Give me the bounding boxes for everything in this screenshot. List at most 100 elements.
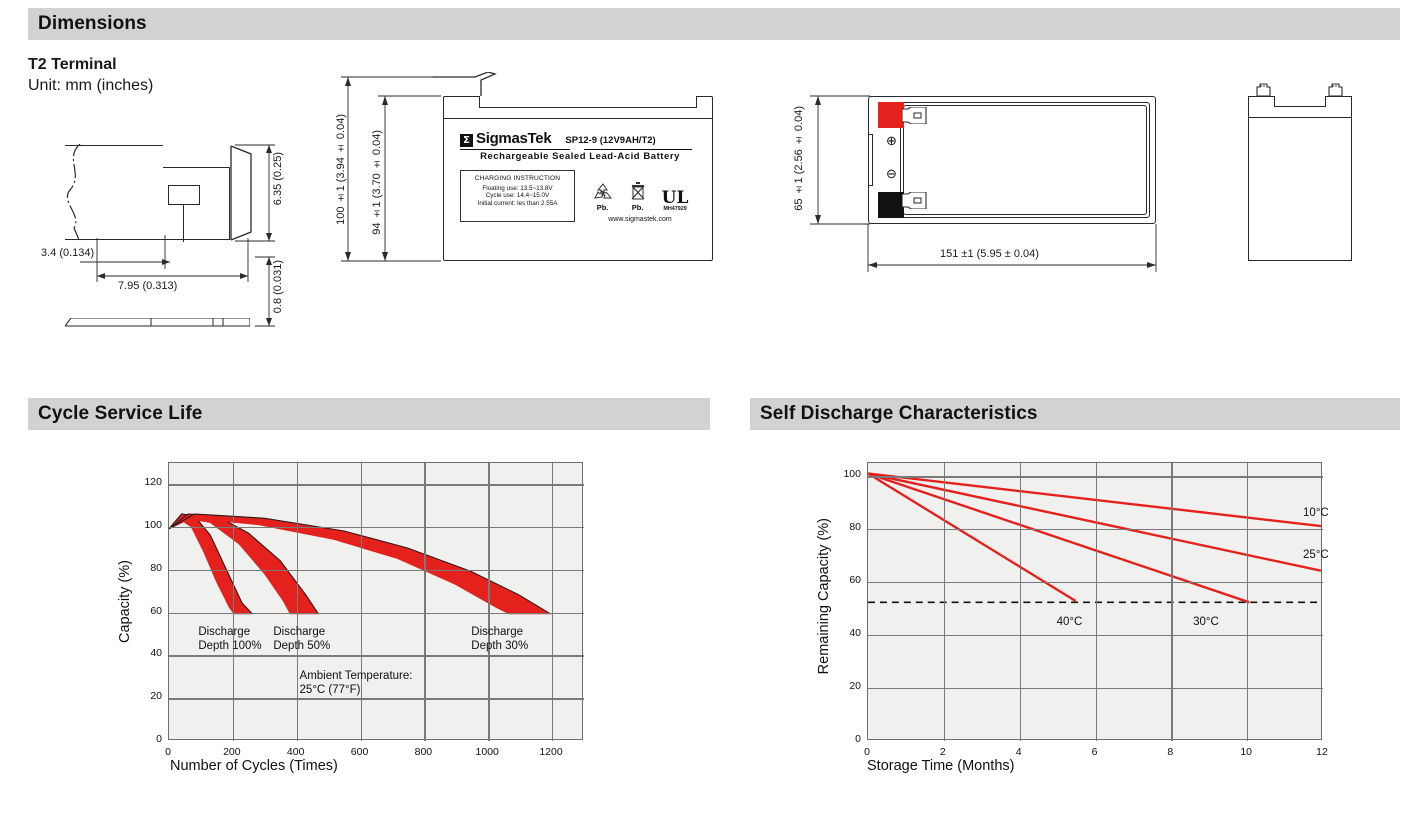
charging-line-cycle: Cycle use: 14.4~15.0V [485, 192, 550, 200]
gridline-horizontal [868, 688, 1323, 690]
charging-instruction-lines: Floating use: 13.5~13.8V Cycle use: 14.4… [461, 185, 574, 207]
side-view-lid-inset [1274, 96, 1326, 107]
y-tick-label: 60 [849, 574, 861, 587]
section-title-dimensions: Dimensions [38, 13, 147, 34]
gridline-vertical [488, 463, 490, 741]
series-label: 10°C [1303, 507, 1329, 519]
positive-faston-terminal-icon [902, 107, 927, 124]
y-tick-label: 0 [156, 733, 162, 745]
gridline-horizontal [169, 569, 584, 572]
dim-top-length: 151 ±1 (5.95 ± 0.04) [940, 248, 1039, 260]
dim-front-case-height: 94 ±1 (3.70 ± 0.04) [371, 130, 383, 235]
negative-terminal-pad [878, 192, 904, 218]
label-symbols-row: Pb. Pb. UL MH47929 [584, 172, 696, 212]
cycle-x-axis-title: Number of Cycles (Times) [170, 758, 338, 774]
front-view-terminal-tab-icon [433, 72, 497, 98]
y-tick-label: 60 [150, 604, 162, 617]
self-plot-area [867, 462, 1323, 741]
model-underline [584, 149, 692, 151]
gridline-vertical [232, 463, 235, 741]
self-y-axis-title: Remaining Capacity (%) [816, 518, 832, 675]
front-view-dimension-lines [341, 76, 441, 262]
charging-line-floating: Floating use: 13.5~13.8V [482, 185, 553, 192]
gridline-horizontal [169, 698, 584, 700]
series-label: Discharge Depth 100% [198, 625, 262, 652]
series-label: Discharge Depth 30% [471, 625, 529, 652]
y-tick-label: 120 [144, 476, 162, 489]
recycle-lead-symbol: Pb. [592, 182, 614, 212]
model-code: SP12-9 (12V9AH/T2) [565, 135, 656, 146]
x-tick-label: 1000 [475, 746, 499, 758]
battery-front-view: Σ SigmasTek SP12-9 (12V9AH/T2) Rechargea… [335, 72, 733, 287]
series-label: 30°C [1193, 615, 1219, 628]
ul-certification-symbol: UL MH47929 [661, 188, 689, 213]
self-x-axis-title: Storage Time (Months) [867, 758, 1015, 774]
no-trash-lead-symbol: Pb. [629, 182, 647, 212]
gridline-horizontal [868, 476, 1323, 478]
gridline-horizontal [169, 527, 584, 529]
gridline-horizontal [169, 655, 584, 657]
cycle-plot-area [168, 462, 584, 741]
charging-instruction-title: CHARGING INSTRUCTION [474, 175, 561, 182]
terminal-break-line-icon [66, 144, 81, 242]
gridline-vertical [360, 463, 362, 741]
gridline-vertical [296, 463, 298, 741]
gridline-vertical [1171, 463, 1173, 741]
recycle-lead-icon [593, 183, 612, 199]
sigma-logo-icon: Σ [460, 134, 473, 147]
gridline-horizontal [868, 635, 1323, 637]
dim-terminal-width-large: 7.95 (0.313) [118, 280, 178, 292]
charging-line-current: Initial current: les than 2.55A [477, 199, 558, 207]
y-tick-label: 20 [150, 690, 162, 703]
gridline-vertical [1095, 463, 1097, 741]
x-tick-label: 2 [939, 746, 946, 758]
gridline-horizontal [868, 529, 1323, 531]
charging-instruction-box: CHARGING INSTRUCTION Floating use: 13.5~… [460, 170, 575, 222]
x-tick-label: 6 [1091, 746, 1098, 758]
x-tick-label: 8 [1167, 746, 1174, 758]
x-tick-label: 200 [223, 746, 241, 758]
y-tick-label: 20 [849, 680, 861, 693]
brand-name: SigmasTek [476, 130, 552, 147]
terminal-dimension-lines [80, 144, 275, 327]
terminal-stem-line [183, 204, 185, 242]
y-tick-label: 80 [849, 521, 861, 534]
gridline-horizontal [169, 612, 584, 614]
side-view-body-outline [1248, 96, 1352, 261]
terminal-type-label: T2 Terminal [28, 56, 117, 73]
battery-label: Σ SigmasTek SP12-9 (12V9AH/T2) Rechargea… [446, 124, 710, 236]
label-brand-row: Σ SigmasTek SP12-9 (12V9AH/T2) [460, 130, 698, 147]
battery-type-text: Rechargeable Sealed Lead-Acid Battery [480, 151, 680, 162]
recycle-lead-caption: Pb. [596, 203, 609, 212]
y-tick-label: 40 [150, 647, 162, 660]
section-title-self-discharge: Self Discharge Characteristics [760, 403, 1038, 424]
y-tick-label: 100 [843, 468, 861, 481]
negative-polarity-icon: ⊖ [886, 166, 897, 181]
positive-polarity-icon: ⊕ [886, 133, 897, 148]
terminal-bevel-icon [230, 145, 252, 241]
dim-terminal-thickness: 0.8 (0.031) [272, 260, 284, 314]
series-label: Discharge Depth 50% [273, 625, 331, 652]
top-view-side-vent [868, 134, 873, 186]
website-text: www.sigmastek.com [608, 216, 672, 223]
ul-mark-icon: UL [661, 188, 689, 208]
series-label: 25°C [1303, 549, 1329, 562]
dim-top-width: 65 ±1 (2.56 ± 0.04) [793, 106, 805, 211]
series-label: 40°C [1056, 615, 1083, 628]
dim-front-total-height: 100 ±1 (3.94 ± 0.04) [335, 114, 347, 225]
gridline-vertical [424, 463, 426, 741]
battery-side-view [1243, 72, 1363, 287]
side-view-terminal-post-left-icon [1256, 83, 1271, 97]
section-header-cycle-service-life: Cycle Service Life [28, 398, 710, 430]
x-tick-label: 600 [350, 746, 369, 758]
dim-terminal-height: 6.35 (0.25) [272, 152, 284, 206]
x-tick-label: 4 [1015, 746, 1022, 758]
x-tick-label: 400 [286, 746, 305, 758]
x-tick-label: 0 [165, 746, 171, 758]
x-tick-label: 12 [1316, 746, 1328, 758]
x-tick-label: 1200 [539, 746, 563, 758]
gridline-horizontal [169, 484, 584, 486]
negative-faston-terminal-icon [902, 192, 927, 209]
terminal-detail-drawing: 6.35 (0.25) 0.8 (0.031) 3.4 (0.134) 7.95… [41, 130, 300, 350]
